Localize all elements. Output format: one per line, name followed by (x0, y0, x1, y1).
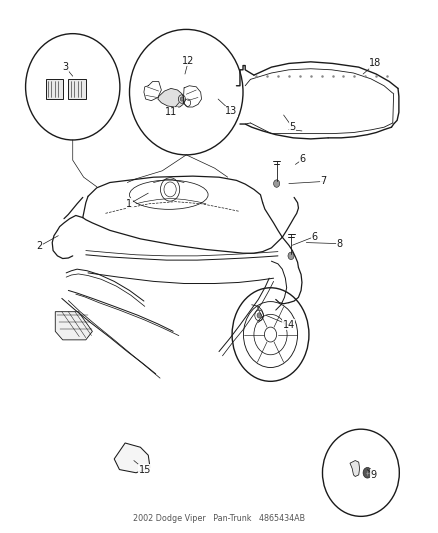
Circle shape (257, 313, 261, 318)
Text: 14: 14 (283, 320, 295, 330)
Circle shape (274, 180, 280, 187)
Bar (68, 79, 86, 99)
Polygon shape (114, 443, 150, 473)
Text: 12: 12 (182, 56, 194, 66)
Text: 15: 15 (138, 465, 151, 474)
Text: 8: 8 (336, 239, 342, 248)
Text: 5: 5 (289, 122, 296, 132)
Text: 9: 9 (371, 470, 377, 480)
Text: 7: 7 (321, 176, 327, 187)
Text: 11: 11 (165, 107, 177, 117)
Text: 3: 3 (62, 62, 68, 72)
Polygon shape (55, 312, 92, 340)
Polygon shape (350, 461, 360, 477)
Circle shape (363, 467, 372, 478)
Text: 18: 18 (369, 59, 381, 68)
Text: 2002 Dodge Viper   Pan-Trunk   4865434AB: 2002 Dodge Viper Pan-Trunk 4865434AB (133, 514, 305, 523)
Circle shape (288, 252, 294, 260)
Text: 6: 6 (311, 232, 317, 242)
Text: 1: 1 (127, 199, 133, 209)
Circle shape (180, 97, 184, 101)
Text: 2: 2 (36, 241, 42, 251)
Bar (46, 79, 63, 99)
Text: 6: 6 (300, 154, 306, 164)
Polygon shape (158, 88, 184, 107)
Text: 13: 13 (225, 106, 237, 116)
